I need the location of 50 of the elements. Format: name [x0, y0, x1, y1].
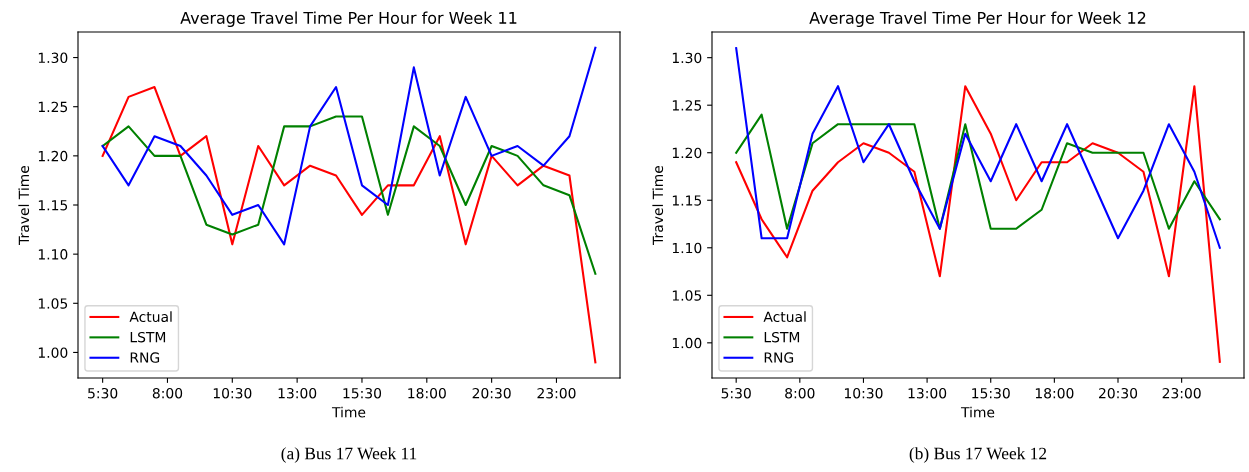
x-tick-label: 10:30 [844, 387, 883, 399]
y-tick-label: 1.05 [38, 298, 68, 309]
y-tick-label: 1.20 [38, 150, 68, 162]
x-tick-label: 10:30 [213, 387, 252, 399]
x-tick-label: 20:30 [472, 387, 511, 399]
legend-label: RNG [130, 352, 160, 363]
line-series [735, 113, 1221, 230]
x-axis-title: Time [331, 406, 366, 418]
line-series [101, 115, 597, 275]
text: (b) Bus 17 Week 12 [909, 447, 1047, 463]
legend-label: Actual [763, 311, 806, 323]
chart-title: Average Travel Time Per Hour for Week 11 [180, 11, 517, 27]
x-tick-label: 23:00 [537, 387, 576, 399]
x-tick-label: 5:30 [721, 387, 751, 399]
x-tick-label: 23:00 [1162, 387, 1201, 399]
y-tick-label: 1.30 [38, 52, 68, 64]
y-tick-label: 1.15 [38, 200, 68, 211]
y-tick-label: 1.10 [672, 242, 702, 254]
y-tick-label: 1.20 [672, 147, 702, 159]
line-series [101, 86, 597, 364]
legend-label: Actual [129, 311, 172, 323]
x-tick-label: 13:00 [908, 387, 947, 399]
x-tick-label: 8:00 [152, 387, 183, 399]
legend-label: RNG [764, 352, 794, 363]
x-tick-label: 15:30 [972, 387, 1010, 399]
y-axis-title: Travel Time [652, 165, 664, 245]
line-series [735, 85, 1221, 363]
y-tick-label: 1.25 [38, 101, 68, 113]
line-series [101, 46, 597, 246]
y-axis-title: Travel Time [18, 165, 30, 245]
x-tick-label: 18:00 [408, 387, 446, 399]
y-tick-label: 1.05 [672, 290, 702, 301]
y-tick-label: 1.30 [672, 52, 702, 64]
y-tick-label: 1.25 [672, 100, 702, 111]
chart-title: Average Travel Time Per Hour for Week 12 [809, 11, 1146, 27]
legend-label: LSTM [764, 331, 800, 343]
x-tick-label: 20:30 [1099, 387, 1138, 399]
line-series [735, 47, 1221, 249]
x-tick-label: 13:00 [278, 387, 317, 399]
legend-label: LSTM [130, 331, 166, 343]
x-tick-label: 15:30 [343, 387, 382, 399]
text: (a) Bus 17 Week 11 [281, 447, 417, 463]
x-tick-label: 18:00 [1035, 387, 1074, 399]
y-tick-label: 1.00 [672, 337, 702, 349]
x-axis-title: Time [960, 406, 995, 418]
x-tick-label: 8:00 [785, 387, 815, 399]
y-tick-label: 1.00 [38, 347, 68, 358]
y-tick-label: 1.10 [38, 249, 68, 260]
y-tick-label: 1.15 [672, 195, 702, 206]
x-tick-label: 5:30 [88, 387, 118, 399]
